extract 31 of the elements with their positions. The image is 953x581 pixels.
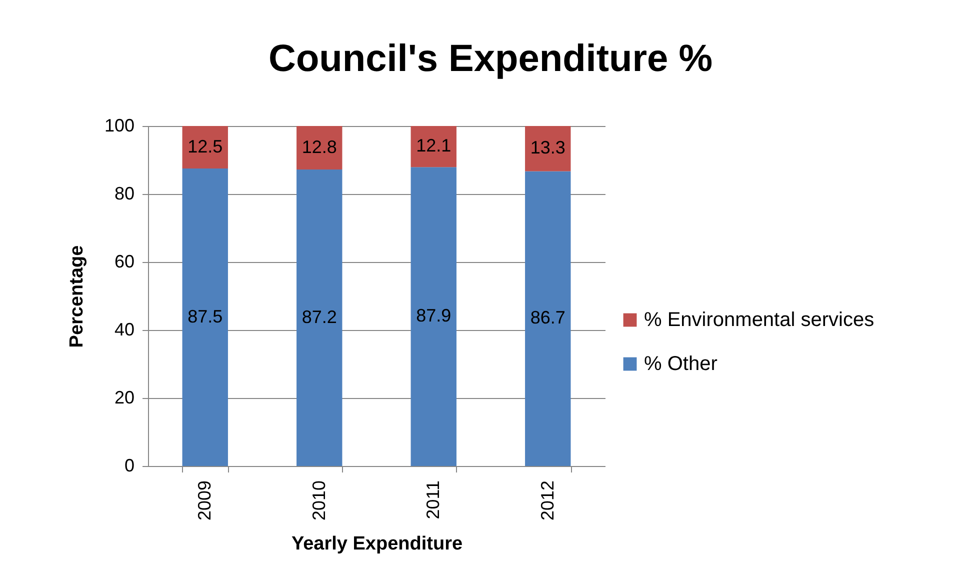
data-label: 87.9: [416, 306, 452, 326]
x-tick-label: 2009: [194, 480, 215, 521]
data-label: 87.2: [302, 306, 337, 327]
legend-label: % Environmental services: [644, 309, 874, 331]
bar: [525, 126, 571, 172]
legend-label: % Other: [644, 353, 718, 375]
bar: [525, 171, 571, 466]
y-axis-title: Percentage: [66, 245, 88, 348]
data-label: 87.5: [188, 306, 223, 326]
data-label: 12.8: [302, 136, 337, 157]
x-tick-label: 2011: [423, 480, 444, 520]
y-tick-label: 60: [114, 252, 134, 272]
x-tick-label: 2012: [537, 480, 558, 521]
y-tick-label: 40: [114, 320, 134, 340]
chart-title: Council's Expenditure %: [268, 38, 712, 80]
bar: [182, 126, 228, 168]
y-tick-label: 80: [114, 184, 134, 204]
data-label: 12.5: [188, 136, 223, 156]
y-tick-label: 20: [114, 388, 134, 408]
y-tick-label: 100: [104, 116, 134, 136]
x-tick-label: 2010: [308, 480, 329, 521]
y-tick-label: 0: [124, 456, 134, 476]
data-label: 13.3: [530, 138, 566, 158]
bar: [296, 126, 342, 170]
bar: [410, 126, 456, 168]
bar: [296, 170, 342, 466]
bar: [182, 168, 228, 466]
x-axis-title: Yearly Expenditure: [291, 534, 463, 555]
data-label: 86.7: [530, 308, 566, 328]
bar: [410, 167, 456, 466]
data-label: 12.1: [416, 136, 452, 156]
